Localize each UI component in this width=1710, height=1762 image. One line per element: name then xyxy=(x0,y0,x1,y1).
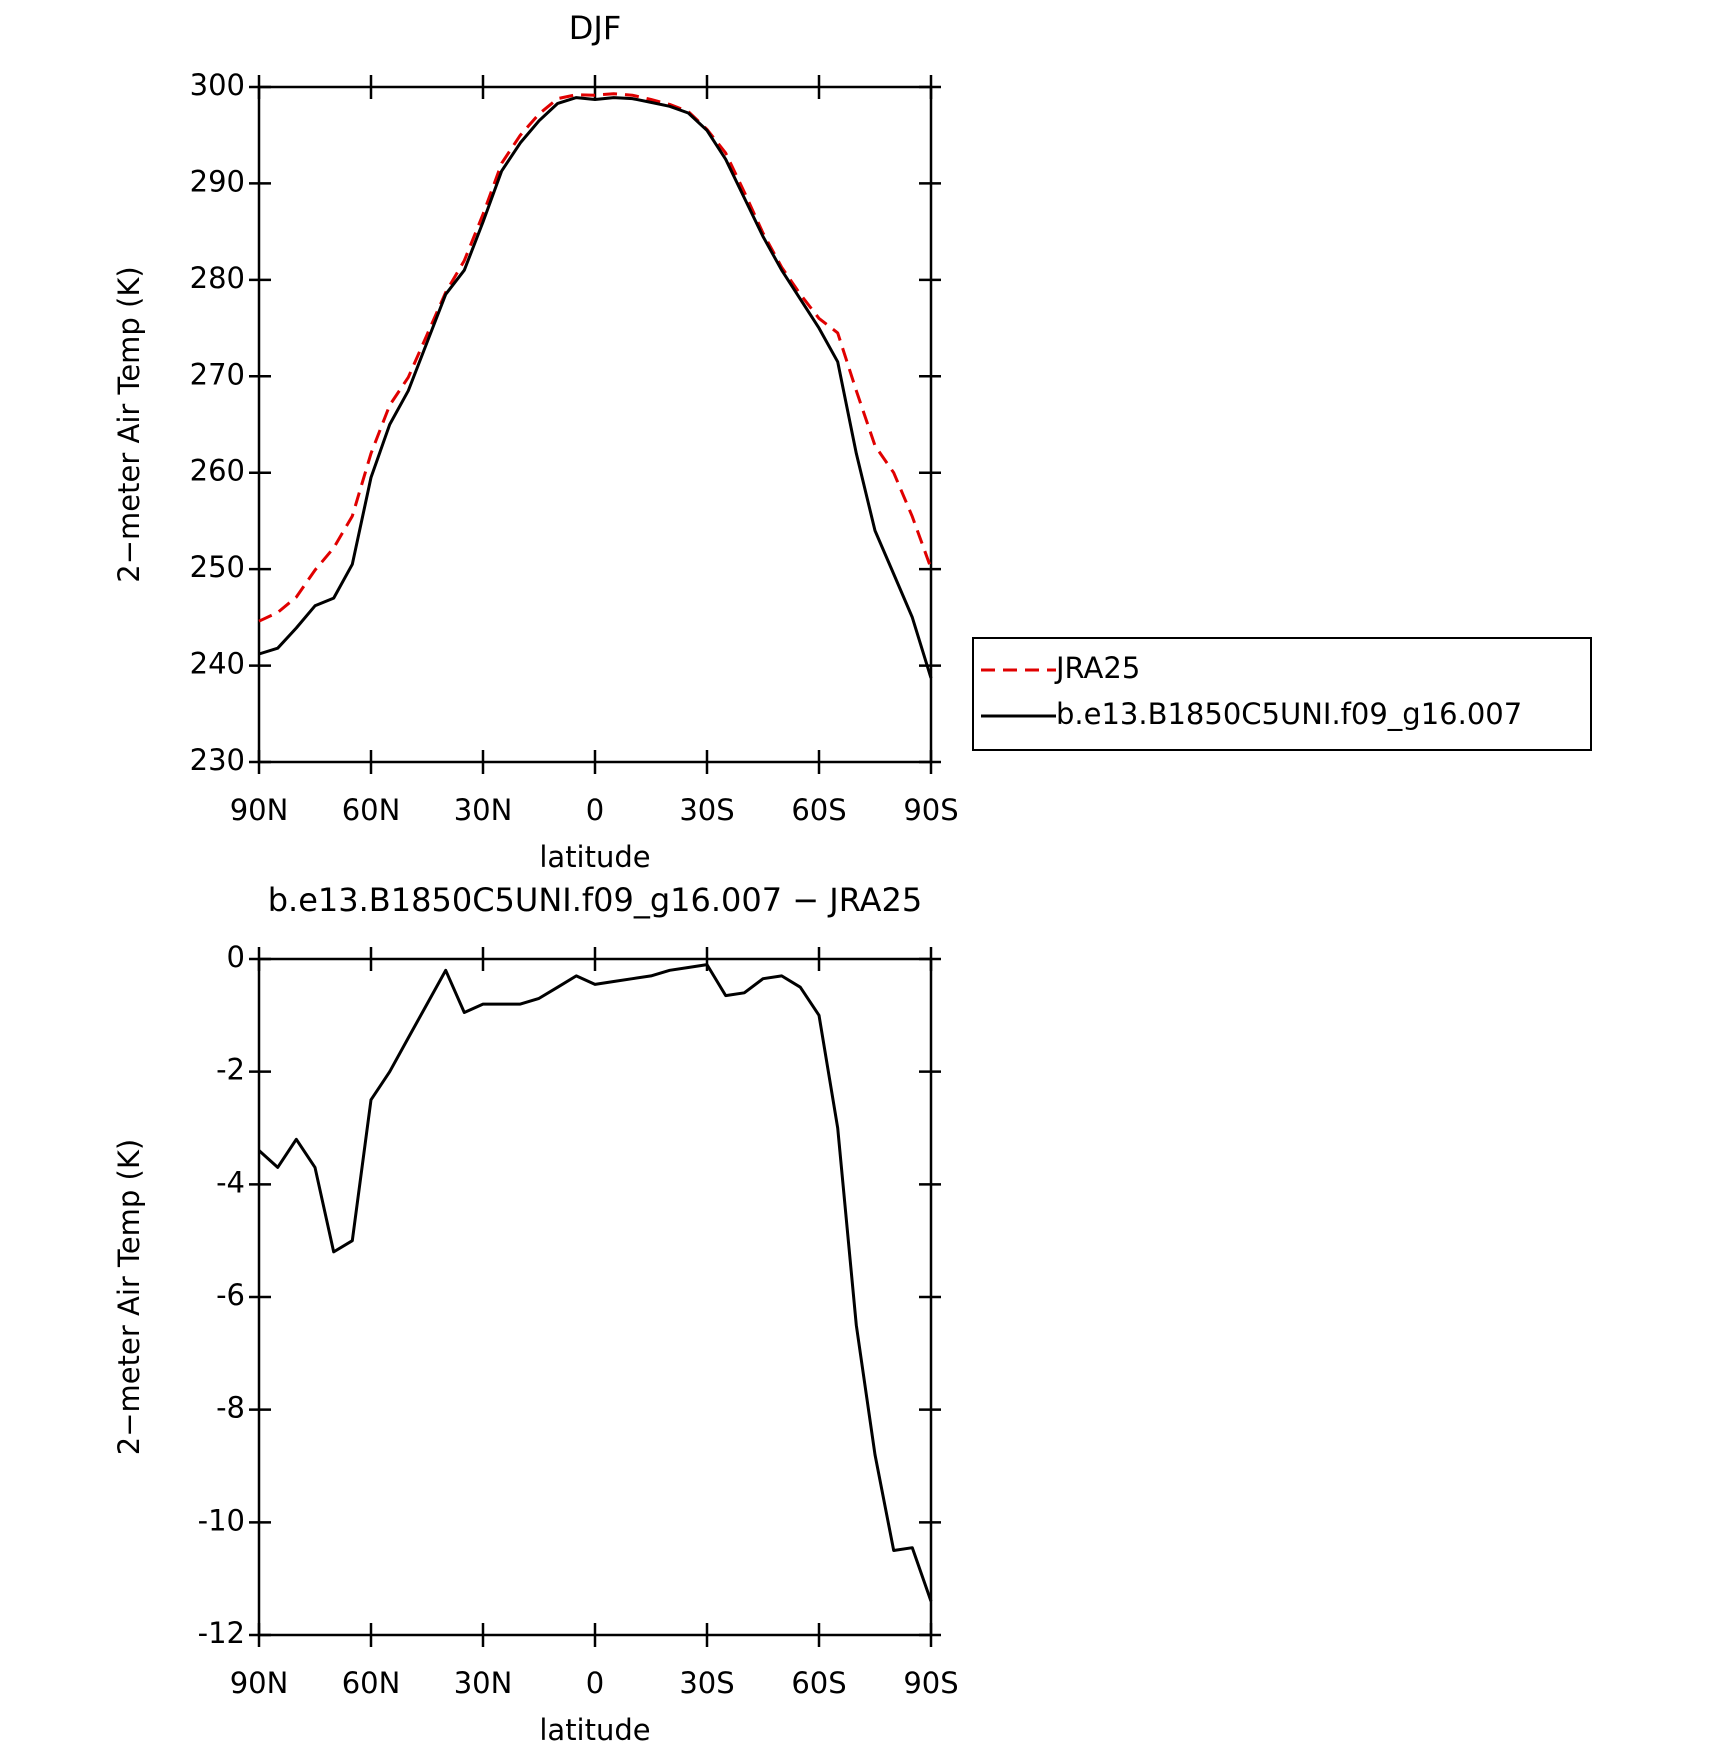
y-tick-label: -10 xyxy=(198,1503,245,1537)
y-tick-label: -6 xyxy=(216,1278,245,1312)
y-tick-label: 280 xyxy=(190,261,245,295)
y-axis-label: 2−meter Air Temp (K) xyxy=(112,266,146,582)
x-tick-label: 60S xyxy=(791,793,846,827)
x-tick-label: 90N xyxy=(230,1666,289,1700)
x-tick-label: 90S xyxy=(903,793,958,827)
x-tick-label: 90N xyxy=(230,793,289,827)
y-tick-label: 260 xyxy=(190,454,245,488)
plot-frame xyxy=(257,957,933,1637)
legend-box xyxy=(972,637,1592,751)
x-tick-label: 30S xyxy=(679,1666,734,1700)
y-axis-label: 2−meter Air Temp (K) xyxy=(112,1139,146,1455)
chart-title: b.e13.B1850C5UNI.f09_g16.007 − JRA25 xyxy=(268,881,923,919)
y-tick-label: -2 xyxy=(216,1053,245,1087)
legend-label: JRA25 xyxy=(1054,651,1140,685)
x-tick-label: 0 xyxy=(586,1666,604,1700)
x-tick-label: 60N xyxy=(342,793,401,827)
x-tick-label: 0 xyxy=(586,793,604,827)
y-tick-label: -4 xyxy=(216,1165,245,1199)
legend-label: b.e13.B1850C5UNI.f09_g16.007 xyxy=(1056,697,1522,731)
y-tick-label: 230 xyxy=(190,743,245,777)
y-tick-label: 270 xyxy=(190,357,245,391)
data-line xyxy=(257,963,933,1602)
y-tick-label: -8 xyxy=(216,1391,245,1425)
plot-frame xyxy=(257,85,933,764)
data-line xyxy=(258,92,933,623)
y-tick-label: 300 xyxy=(190,68,245,102)
x-tick-label: 30N xyxy=(454,1666,513,1700)
x-axis-label: latitude xyxy=(539,1713,650,1747)
y-tick-label: 240 xyxy=(190,647,245,681)
y-tick-label: 250 xyxy=(190,550,245,584)
x-tick-label: 30S xyxy=(679,793,734,827)
y-tick-label: 0 xyxy=(227,940,245,974)
chart-title: DJF xyxy=(569,9,621,47)
x-axis-label: latitude xyxy=(539,840,650,874)
x-tick-label: 60S xyxy=(791,1666,846,1700)
y-tick-label: 290 xyxy=(190,164,245,198)
x-tick-label: 60N xyxy=(342,1666,401,1700)
data-line xyxy=(258,96,933,679)
x-tick-label: 90S xyxy=(903,1666,958,1700)
x-tick-label: 30N xyxy=(454,793,513,827)
y-tick-label: -12 xyxy=(198,1616,245,1650)
